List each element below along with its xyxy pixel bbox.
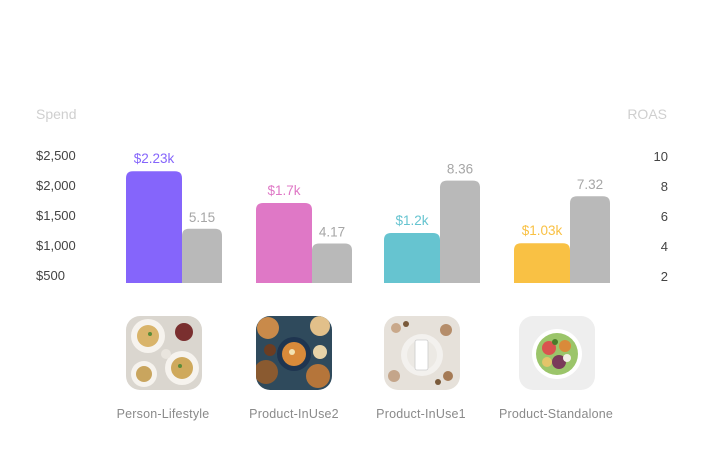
spend-bar: [514, 243, 570, 283]
roas-bar: [440, 180, 480, 283]
right-tick-label: 6: [661, 209, 668, 224]
spend-bar: [126, 171, 182, 283]
left-tick-label: $500: [36, 268, 65, 283]
right-tick-label: 4: [661, 239, 668, 254]
category-label: Person-Lifestyle: [116, 407, 210, 421]
table-setting-image: [384, 316, 460, 390]
roas-data-label: 8.36: [447, 162, 473, 177]
spend-data-label: $2.23k: [134, 151, 175, 166]
roas-data-label: 7.32: [577, 177, 603, 192]
roas-bar: [182, 228, 222, 283]
right-tick-label: 2: [661, 269, 668, 284]
left-tick-label: $1,500: [36, 208, 76, 223]
spend-data-label: $1.7k: [267, 183, 300, 198]
category-label: Product-Standalone: [498, 407, 614, 421]
food-spread-image: [256, 316, 332, 390]
left-tick-label: $2,000: [36, 178, 76, 193]
left-tick-label: $1,000: [36, 238, 76, 253]
roas-data-label: 5.15: [189, 210, 215, 225]
right-tick-label: 10: [654, 149, 668, 164]
spend-data-label: $1.03k: [522, 223, 563, 238]
category-label: Product-InUse1: [376, 407, 466, 421]
left-axis-title: Spend: [36, 106, 76, 122]
roas-bar: [312, 243, 352, 283]
roas-bar: [570, 196, 610, 283]
right-tick-label: 8: [661, 179, 668, 194]
pasta-plates-image: [126, 316, 202, 390]
left-tick-label: $2,500: [36, 148, 76, 163]
category-label: Product-InUse2: [249, 407, 339, 421]
right-axis-title: ROAS: [627, 106, 667, 122]
spend-bar: [384, 233, 440, 283]
roas-data-label: 4.17: [319, 224, 345, 239]
spend-data-label: $1.2k: [395, 213, 428, 228]
salad-bowl-image: [519, 316, 595, 390]
spend-bar: [256, 203, 312, 283]
